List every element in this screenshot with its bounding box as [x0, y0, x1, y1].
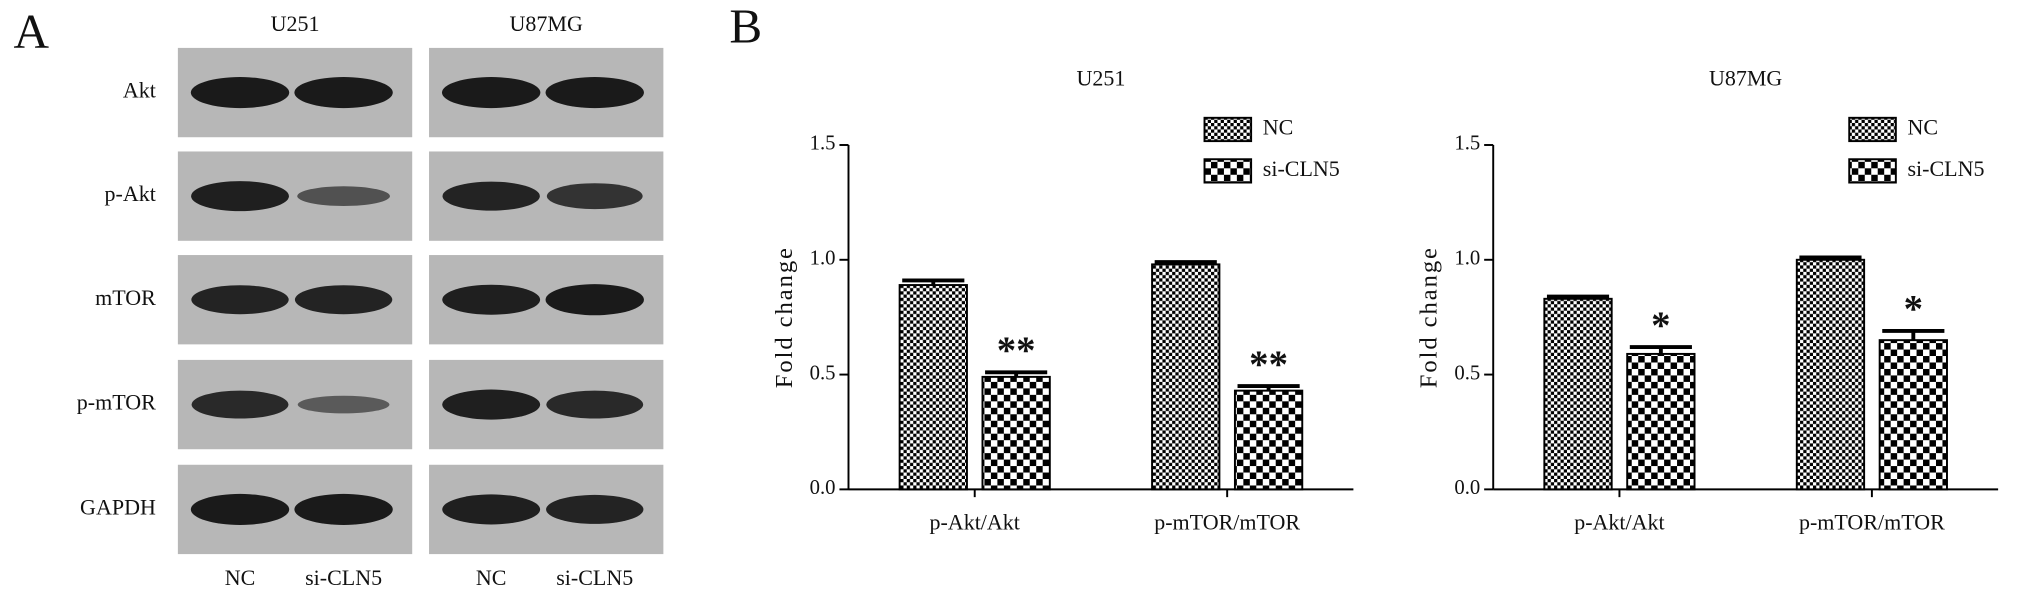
blot-band: [297, 186, 390, 206]
row-label: p-Akt: [105, 181, 156, 206]
bar: [1626, 352, 1696, 491]
blot-band: [191, 390, 289, 419]
error-bar: [1629, 345, 1692, 354]
row-label: GAPDH: [80, 494, 156, 519]
row-label: p-mTOR: [77, 390, 156, 415]
panel-label: A: [13, 4, 49, 59]
blot-band: [442, 389, 541, 420]
blot-band: [442, 494, 541, 525]
error-bar: [1546, 294, 1610, 299]
significance-label: **: [997, 329, 1036, 372]
lane-label: NC: [225, 565, 256, 590]
cell-line-label: U87MG: [510, 11, 583, 36]
y-tick-label: 0.5: [1454, 362, 1480, 384]
chart-title: U87MG: [1709, 65, 1782, 90]
y-tick-label: 1.5: [810, 133, 836, 155]
blot-band: [191, 285, 289, 315]
chart-title: U251: [1076, 65, 1125, 90]
cell-line-label: U251: [271, 11, 320, 36]
x-tick-label: p-Akt/Akt: [929, 509, 1019, 534]
y-tick-label: 1.0: [810, 248, 836, 270]
blot-band: [191, 181, 289, 212]
significance-label: **: [1249, 343, 1288, 386]
bar: [1795, 258, 1866, 491]
legend-swatch: [1848, 116, 1897, 143]
y-tick-label: 0.0: [1454, 477, 1480, 499]
legend-swatch: [1203, 116, 1253, 143]
bar: [1543, 297, 1613, 491]
legend-label: NC: [1263, 115, 1294, 140]
blot-band: [190, 493, 290, 525]
bar: [1878, 339, 1948, 491]
blot-band: [441, 77, 541, 109]
legend-swatch: [1848, 158, 1897, 184]
y-tick-label: 0.5: [810, 362, 836, 384]
row-label: mTOR: [95, 285, 156, 310]
blot-band: [297, 395, 390, 414]
error-bar: [1882, 329, 1945, 341]
bar: [1233, 389, 1304, 491]
bar: [898, 284, 968, 491]
row-label: Akt: [123, 78, 156, 103]
bar: [1151, 263, 1221, 491]
blot-band: [294, 493, 393, 525]
significance-label: *: [1651, 304, 1670, 347]
blot-band: [546, 494, 644, 524]
legend-label: NC: [1907, 115, 1938, 140]
y-tick-label: 0.0: [810, 477, 836, 499]
error-bar: [1237, 384, 1300, 391]
lane-label: NC: [476, 565, 507, 590]
blot-band: [190, 77, 290, 109]
y-axis-label: Fold change: [771, 246, 798, 388]
error-bar: [1154, 260, 1217, 265]
legend-swatch: [1203, 158, 1253, 184]
y-tick-label: 1.0: [1454, 248, 1480, 270]
blot-band: [546, 183, 643, 210]
legend-label: si-CLN5: [1263, 156, 1340, 181]
x-tick-label: p-mTOR/mTOR: [1154, 509, 1300, 534]
blot-band: [545, 77, 644, 109]
error-bar: [985, 370, 1048, 377]
blot-band: [546, 390, 644, 419]
y-tick-label: 1.5: [1454, 133, 1480, 155]
blot-band: [294, 285, 393, 315]
panel-label: B: [729, 0, 762, 53]
blot-band: [294, 77, 393, 109]
blot-band: [442, 284, 541, 315]
x-tick-label: p-mTOR/mTOR: [1799, 509, 1945, 534]
y-axis-label: Fold change: [1416, 246, 1443, 388]
legend-label: si-CLN5: [1907, 156, 1984, 181]
error-bar: [1799, 255, 1862, 260]
lane-label: si-CLN5: [305, 565, 382, 590]
x-tick-label: p-Akt/Akt: [1574, 509, 1664, 534]
error-bar: [902, 278, 965, 286]
bar: [981, 375, 1051, 491]
significance-label: *: [1904, 288, 1923, 331]
lane-label: si-CLN5: [556, 565, 633, 590]
blot-band: [442, 181, 540, 211]
blot-band: [545, 284, 644, 316]
